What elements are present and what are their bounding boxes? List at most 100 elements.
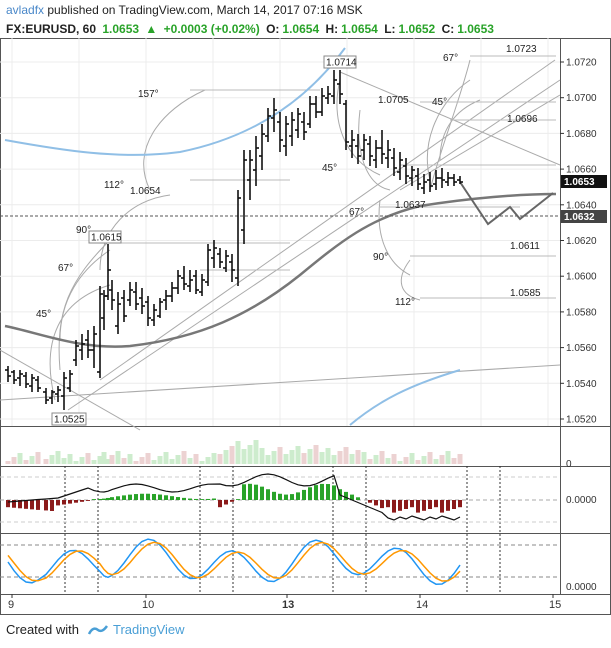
chart-canvas[interactable]: 1.0723 1.0714 1.0705 1.0696 1.0654 1.063… bbox=[0, 38, 611, 618]
macd-histogram-bar bbox=[86, 500, 90, 501]
volume-bar bbox=[283, 454, 289, 464]
up-arrow-icon: ▲ bbox=[145, 22, 158, 36]
tradingview-brand[interactable]: TradingView bbox=[87, 622, 185, 637]
macd-histogram-bar bbox=[24, 500, 28, 509]
ohlc-bar bbox=[163, 290, 169, 310]
macd-histogram-bar bbox=[266, 489, 270, 500]
stoch-zero-label: 0.0000 bbox=[566, 582, 597, 593]
volume-bar bbox=[109, 455, 115, 464]
price-axis: 1.0720 1.0700 1.0680 1.0660 1.0640 1.0620 1.06… bbox=[560, 58, 597, 426]
price-tick-label: 1.0640 bbox=[566, 200, 597, 211]
angle-45-mid: 45° bbox=[322, 163, 337, 174]
macd-histogram-bar bbox=[194, 498, 198, 500]
bollinger-lower bbox=[349, 369, 461, 426]
price-tick-label: 1.0560 bbox=[566, 343, 597, 354]
volume-bar bbox=[253, 440, 259, 464]
macd-histogram-bar bbox=[440, 500, 444, 513]
ohlc-bar bbox=[247, 150, 253, 200]
macd-histogram-bar bbox=[326, 484, 330, 500]
macd-histogram-bar bbox=[284, 494, 288, 500]
volume-bar bbox=[439, 455, 445, 464]
volume-bar bbox=[115, 451, 121, 464]
ohlc-bar bbox=[97, 286, 103, 378]
volume-bar bbox=[265, 455, 271, 464]
time-label-14: 14 bbox=[416, 599, 428, 611]
volume-bar bbox=[241, 449, 247, 464]
volume-bar bbox=[151, 460, 157, 464]
volume-bar bbox=[145, 453, 151, 464]
ohlc-bar bbox=[23, 372, 29, 388]
author-link[interactable]: avladfx bbox=[6, 3, 45, 17]
volume-bar bbox=[163, 452, 169, 464]
volume-zero-label: 0 bbox=[566, 459, 572, 470]
macd-histogram-bar bbox=[212, 498, 216, 500]
ohlc-bar bbox=[49, 390, 55, 404]
macd-histogram-bar bbox=[236, 499, 240, 500]
trendline-fan-down bbox=[339, 71, 561, 166]
ohlc-bar bbox=[241, 150, 247, 244]
ohlc-bar bbox=[415, 168, 421, 190]
macd-histogram-bar bbox=[170, 496, 174, 500]
macd-histogram-bar bbox=[320, 483, 324, 500]
volume-bar bbox=[181, 451, 187, 464]
ohlc-bar bbox=[259, 124, 265, 170]
brand-label: TradingView bbox=[112, 622, 185, 637]
macd-histogram-bar bbox=[308, 487, 312, 500]
ohlc-bar bbox=[445, 172, 451, 186]
macd-histogram-bar bbox=[80, 500, 84, 502]
ohlc-bar bbox=[367, 136, 373, 166]
ohlc-bar bbox=[17, 370, 23, 386]
ohlc-bar bbox=[187, 270, 193, 292]
ohlc-bar bbox=[331, 70, 337, 104]
angle-112-left: 112° bbox=[104, 180, 124, 191]
volume-bar bbox=[385, 458, 391, 464]
ohlc-bar bbox=[361, 134, 367, 160]
macd-histogram-bar bbox=[218, 500, 222, 508]
price-tick-label: 1.0580 bbox=[566, 307, 597, 318]
ohlc-bar bbox=[313, 96, 319, 118]
gann-arc-12 bbox=[400, 259, 421, 301]
macd-histogram-bar bbox=[68, 500, 72, 504]
macd-histogram-bar bbox=[404, 500, 408, 509]
time-label-9: 9 bbox=[8, 599, 14, 611]
volume-bar bbox=[433, 459, 439, 464]
volume-bar bbox=[91, 460, 97, 464]
volume-bar bbox=[97, 456, 103, 464]
ohlc-bar bbox=[193, 270, 199, 294]
volume-bar bbox=[325, 448, 331, 464]
low-label: L: bbox=[384, 22, 396, 36]
volume-bar bbox=[229, 446, 235, 464]
macd-histogram-bar bbox=[122, 495, 126, 500]
label-box-1-0615: 1.0615 bbox=[88, 230, 122, 244]
volume-bar bbox=[403, 457, 409, 464]
ohlc-bar bbox=[55, 386, 61, 402]
macd-histogram-bar bbox=[158, 494, 162, 500]
ohlc-bar bbox=[277, 112, 283, 152]
macd-histogram-bar bbox=[44, 500, 48, 511]
price-tick-label: 1.0700 bbox=[566, 93, 597, 104]
volume-bar bbox=[235, 441, 241, 464]
macd-histogram-bar bbox=[62, 500, 66, 505]
macd-histogram-bar bbox=[278, 493, 282, 500]
macd-histogram-bar bbox=[36, 500, 40, 510]
volume-bar bbox=[101, 452, 107, 464]
ohlc-bar bbox=[451, 174, 457, 186]
ohlc-bar bbox=[319, 88, 325, 116]
macd-histogram-bar bbox=[140, 493, 144, 500]
ohlc-bar bbox=[229, 254, 235, 282]
ohlc-bar bbox=[265, 108, 271, 142]
close-value: 1.0653 bbox=[457, 22, 494, 36]
volume-bar bbox=[199, 461, 205, 464]
macd-histogram-bar bbox=[392, 500, 396, 513]
trendline-upper bbox=[99, 59, 556, 381]
volume-bar bbox=[355, 450, 361, 464]
macd-histogram-bar bbox=[296, 492, 300, 500]
time-label-15: 15 bbox=[549, 599, 561, 611]
volume-bar bbox=[421, 456, 427, 464]
price-bars bbox=[5, 70, 463, 410]
macd-histogram-bar bbox=[6, 500, 10, 508]
trendline-lower bbox=[0, 364, 561, 401]
angle-157: 157° bbox=[138, 89, 159, 100]
ohlc-bar bbox=[457, 176, 463, 184]
volume-bar bbox=[139, 457, 145, 464]
